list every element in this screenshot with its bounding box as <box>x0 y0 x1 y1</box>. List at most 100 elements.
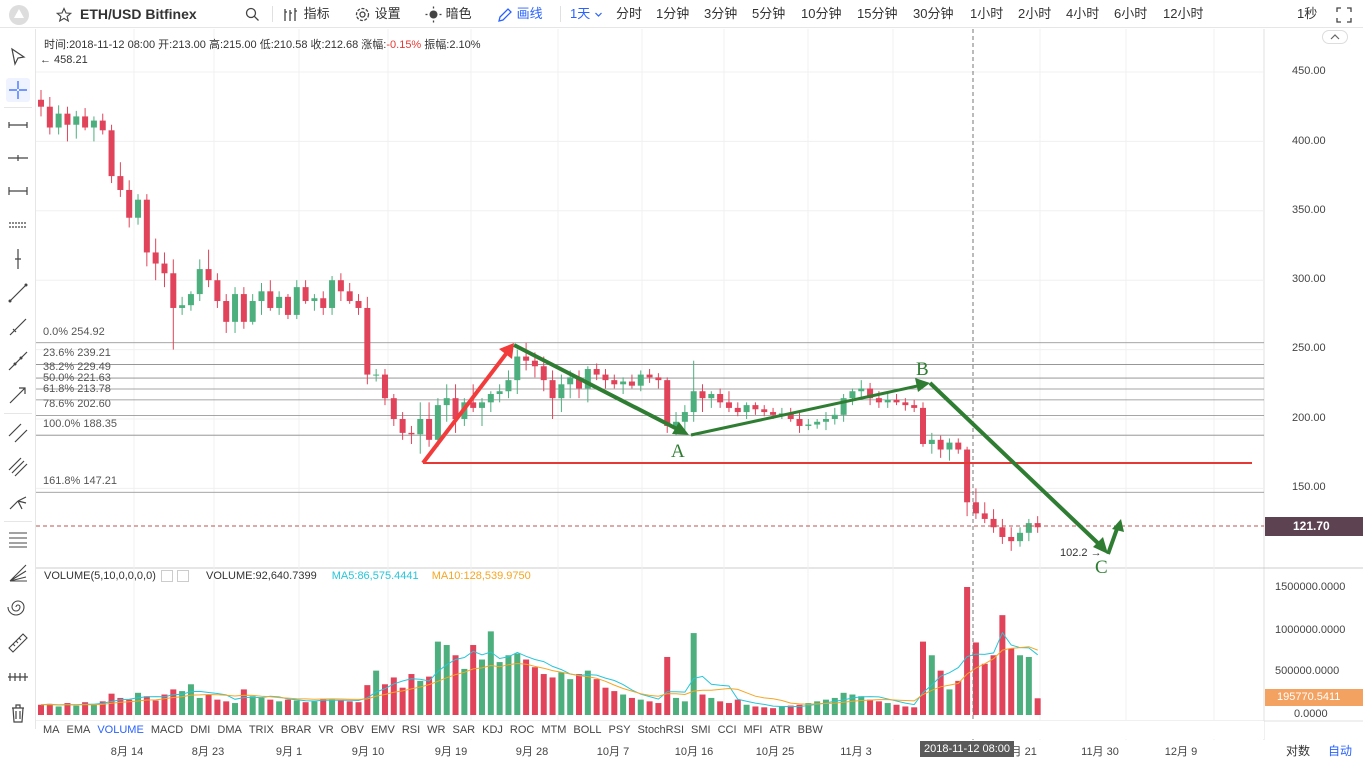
indicator-tab[interactable]: EMV <box>370 724 395 736</box>
parallel-channel-icon[interactable] <box>6 421 30 445</box>
drawing-toolbar <box>0 29 36 729</box>
wave-arrow-d[interactable] <box>1106 525 1120 555</box>
volume-bar <box>161 694 168 715</box>
settings-mini-icon[interactable] <box>160 570 173 583</box>
indicator-tab[interactable]: DMA <box>217 724 242 736</box>
log-scale-button[interactable]: 对数 <box>1286 744 1311 758</box>
indicator-tab[interactable]: MACD <box>150 724 184 736</box>
draw-button[interactable]: 画线 <box>497 0 543 28</box>
indicator-tab[interactable]: MFI <box>743 724 763 736</box>
trash-icon[interactable] <box>6 701 30 725</box>
candle-body <box>258 291 265 302</box>
current-volume-tag: 195770.5411 <box>1265 689 1363 706</box>
arrow-line-icon[interactable] <box>6 383 30 407</box>
parallel-lines-icon[interactable] <box>6 213 30 237</box>
interval-tab[interactable]: 2小时 <box>1018 6 1052 21</box>
indicator-tab[interactable]: PSY <box>608 724 631 736</box>
candle-body <box>232 294 239 322</box>
indicators-button[interactable]: 指标 <box>282 0 330 28</box>
settings-label: 设置 <box>374 6 401 21</box>
interval-tab[interactable]: 1小时 <box>970 6 1004 21</box>
indicator-tab[interactable]: SAR <box>452 724 476 736</box>
indicator-tab[interactable]: KDJ <box>482 724 503 736</box>
fib-retracement-icon[interactable] <box>6 527 30 551</box>
interval-tab[interactable]: 4小时 <box>1066 6 1100 21</box>
settings-button[interactable]: 设置 <box>354 0 401 28</box>
open-label: 开: <box>158 39 173 51</box>
impulse-arrow[interactable] <box>421 348 511 465</box>
indicator-tab[interactable]: ATR <box>769 724 791 736</box>
interval-tab[interactable]: 12小时 <box>1163 6 1204 21</box>
interval-dropdown[interactable]: 1天 <box>570 0 603 28</box>
interval-tab[interactable]: 15分钟 <box>857 6 898 21</box>
indicator-tab[interactable]: MA <box>43 724 60 736</box>
interval-tab[interactable]: 分时 <box>616 6 643 21</box>
interval-tab[interactable]: 3分钟 <box>704 6 738 21</box>
fib-retracement-drawing[interactable] <box>36 342 1264 493</box>
trend-line-icon[interactable] <box>6 281 30 305</box>
price-range-icon[interactable] <box>6 179 30 203</box>
indicator-tab[interactable]: BRAR <box>280 724 312 736</box>
volume-bar <box>461 668 468 715</box>
auto-scale-button[interactable]: 自动 <box>1328 744 1353 758</box>
regression-channel-icon[interactable] <box>6 455 30 479</box>
indicator-tab[interactable]: RSI <box>401 724 421 736</box>
indicator-tab[interactable]: OBV <box>340 724 364 736</box>
indicator-tab[interactable]: ROC <box>509 724 535 736</box>
volume-bar <box>205 694 212 715</box>
horizontal-ray-icon[interactable] <box>6 113 30 137</box>
fullscreen-icon[interactable] <box>1336 0 1352 28</box>
wave-arrow-b[interactable] <box>690 383 923 437</box>
volume-bar <box>531 667 538 715</box>
ray-line-icon[interactable] <box>6 315 30 339</box>
time-axis-label: 10月 25 <box>755 746 795 758</box>
fib-fan-icon[interactable] <box>6 561 30 585</box>
volume-axis-label: 1500000.0000 <box>1275 581 1346 593</box>
indicator-tab[interactable]: SMI <box>691 724 711 736</box>
refresh-interval[interactable]: 1秒 <box>1297 6 1318 21</box>
ma10-value: MA10:128,539.9750 <box>431 570 531 582</box>
volume-bar <box>523 659 530 715</box>
search-icon[interactable] <box>245 0 260 28</box>
indicator-tab[interactable]: VR <box>318 724 334 736</box>
wave-arrow-c[interactable] <box>928 381 1104 549</box>
indicator-tab[interactable]: CCI <box>717 724 737 736</box>
indicator-tab[interactable]: MTM <box>541 724 567 736</box>
indicator-tab[interactable]: EMA <box>66 724 91 736</box>
indicator-tab[interactable]: VOLUME <box>97 724 144 736</box>
magnet-icon[interactable] <box>6 667 30 691</box>
wave-arrow-a[interactable] <box>513 343 682 433</box>
indicator-tab[interactable]: BOLL <box>573 724 602 736</box>
ruler-icon[interactable] <box>6 631 30 655</box>
symbol-title[interactable]: ETH/USD Bitfinex <box>80 0 197 28</box>
vertical-line-icon[interactable] <box>6 247 30 271</box>
wave-arrows[interactable] <box>421 343 1124 555</box>
indicator-tab[interactable]: StochRSI <box>637 724 685 736</box>
collapse-toggle[interactable] <box>1322 30 1348 44</box>
chart-canvas[interactable] <box>36 29 1363 740</box>
theme-toggle-button[interactable]: 暗色 <box>425 0 472 28</box>
favorite-star-icon[interactable] <box>55 0 73 28</box>
indicator-tab[interactable]: BBW <box>797 724 823 736</box>
indicator-tab[interactable]: TRIX <box>248 724 274 736</box>
volume-bar <box>584 670 591 715</box>
interval-tab[interactable]: 6小时 <box>1114 6 1148 21</box>
pitchfork-icon[interactable] <box>6 489 30 513</box>
horizontal-line-icon[interactable] <box>6 146 30 170</box>
indicator-tab[interactable]: DMI <box>190 724 211 736</box>
candle-body <box>179 305 186 308</box>
extended-line-icon[interactable] <box>6 349 30 373</box>
indicators-label: 指标 <box>303 6 330 21</box>
close-mini-icon[interactable] <box>176 570 189 583</box>
candle-body <box>567 377 574 385</box>
pointer-tool-icon[interactable] <box>6 45 30 69</box>
fib-spiral-icon[interactable] <box>6 595 30 619</box>
interval-tab[interactable]: 10分钟 <box>801 6 842 21</box>
volume-bar <box>267 699 274 715</box>
indicator-tab[interactable]: WR <box>427 724 446 736</box>
interval-tab[interactable]: 1分钟 <box>656 6 690 21</box>
candle-body <box>329 280 336 308</box>
interval-tab[interactable]: 30分钟 <box>913 6 954 21</box>
crosshair-tool-icon[interactable] <box>6 78 30 102</box>
interval-tab[interactable]: 5分钟 <box>752 6 786 21</box>
